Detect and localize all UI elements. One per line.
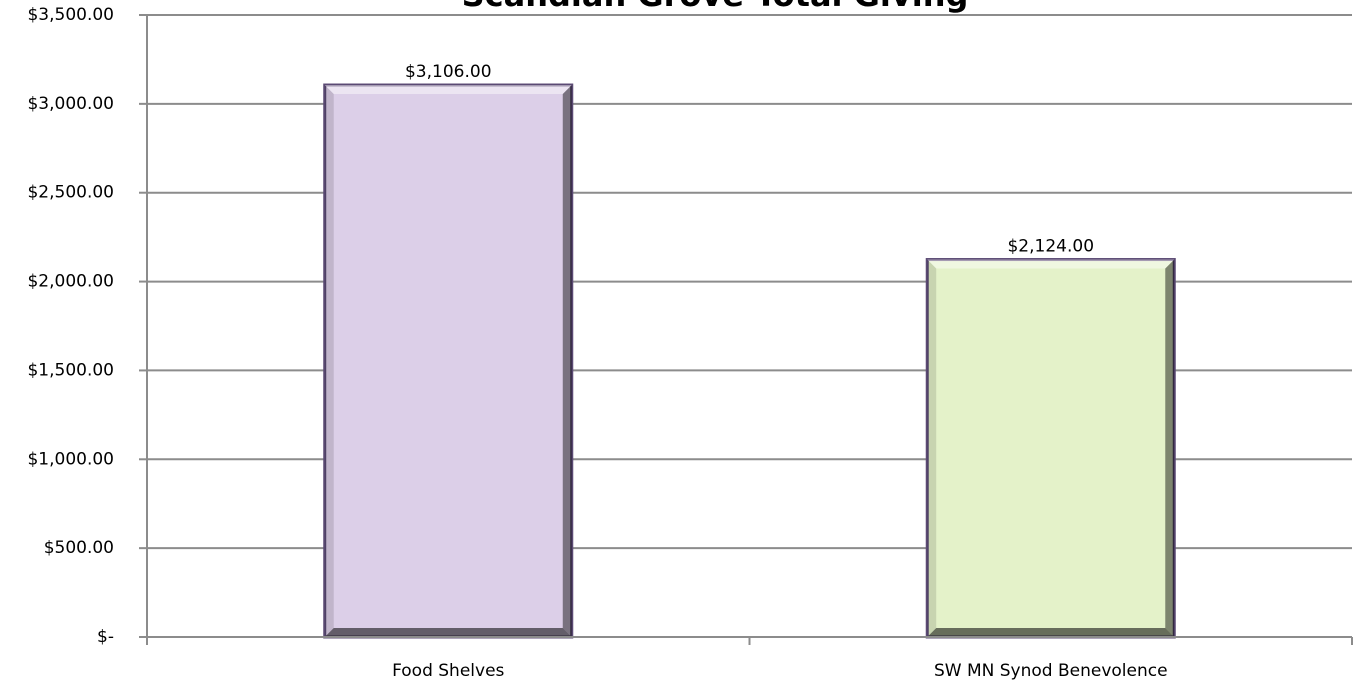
y-tick-label: $-	[97, 627, 114, 647]
x-tick-label: SW MN Synod Benevolence	[934, 661, 1168, 681]
bar	[925, 258, 1176, 639]
chart-title: Scandian Grove Total Giving	[462, 0, 969, 14]
y-tick-label: $1,000.00	[27, 449, 114, 469]
bar-bevel	[324, 85, 334, 638]
bar-bevel	[925, 258, 1176, 639]
bar-bevel	[324, 85, 572, 95]
bar-bevel	[1165, 259, 1175, 637]
y-tick-label: $1,500.00	[27, 360, 114, 380]
bar-bevel	[323, 83, 574, 639]
bar-bevel	[324, 628, 572, 637]
y-tick-label: $3,000.00	[27, 94, 114, 114]
data-label: $3,106.00	[405, 62, 492, 82]
data-label: $2,124.00	[1007, 237, 1094, 257]
bar-bevel	[927, 259, 937, 637]
y-tick-label: $3,500.00	[27, 5, 114, 25]
y-tick-label: $500.00	[44, 538, 114, 558]
bar-bevel	[927, 628, 1175, 637]
bar	[323, 83, 574, 639]
bar-bevel	[927, 259, 1175, 269]
y-tick-label: $2,500.00	[27, 183, 114, 203]
bar-bevel	[562, 85, 572, 638]
y-tick-label: $2,000.00	[27, 272, 114, 292]
x-tick-label: Food Shelves	[392, 661, 504, 681]
